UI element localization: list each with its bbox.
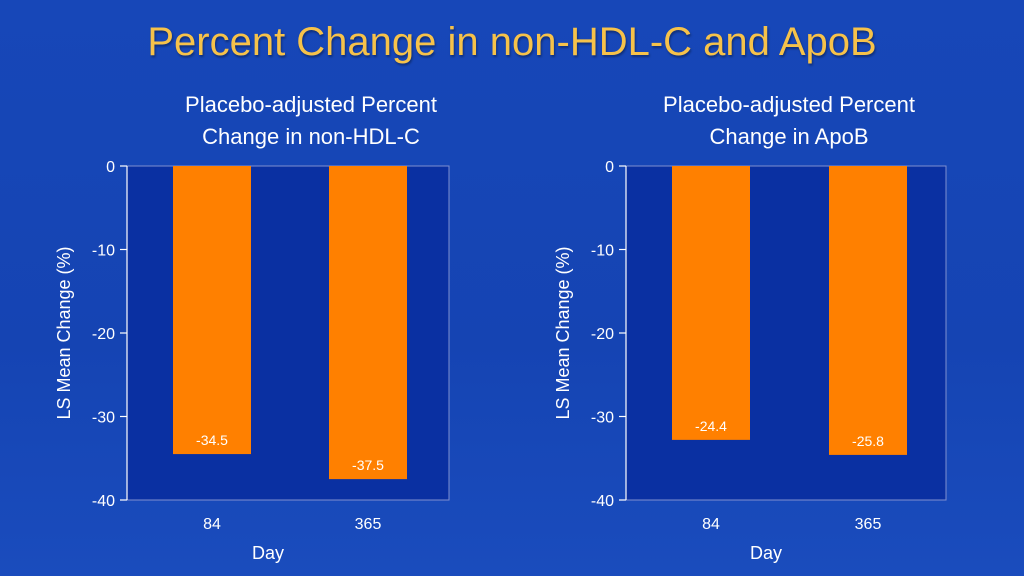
chart-1-ytick-label: -30 <box>92 410 115 427</box>
chart-1-data-label-84: -34.5 <box>196 432 228 448</box>
chart-2-bar-84 <box>672 166 750 440</box>
chart-1-title-line-2: Change in non-HDL-C <box>202 124 420 149</box>
chart-2-ytick-label: 0 <box>605 159 614 176</box>
chart-2-data-label-84: -24.4 <box>695 418 727 434</box>
chart-1-ytick-label: -40 <box>92 493 115 510</box>
chart-1-x-category-84: 84 <box>203 516 221 533</box>
chart-2-x-axis-label: Day <box>750 543 782 563</box>
chart-2-ytick-label: -20 <box>591 326 614 343</box>
chart-1-y-axis-label: LS Mean Change (%) <box>54 246 74 419</box>
chart-1-x-axis-label: Day <box>252 543 284 563</box>
chart-2-ytick-label: -40 <box>591 493 614 510</box>
chart-1-bar-365 <box>329 166 407 480</box>
chart-1-ytick-label: 0 <box>106 159 115 176</box>
chart-2-y-axis-label: LS Mean Change (%) <box>553 246 573 419</box>
chart-2-x-category-365: 365 <box>855 516 882 533</box>
chart-2-x-category-84: 84 <box>702 516 720 533</box>
chart-2-data-label-365: -25.8 <box>852 433 884 449</box>
chart-2-ytick-label: -30 <box>591 410 614 427</box>
chart-1-bar-84 <box>173 166 251 455</box>
chart-2-title-line-2: Change in ApoB <box>709 124 868 149</box>
chart-1-x-category-365: 365 <box>355 516 382 533</box>
chart-1-data-label-365: -37.5 <box>352 457 384 473</box>
chart-2-title-line-1: Placebo-adjusted Percent <box>663 92 915 117</box>
chart-1-ytick-label: -10 <box>92 243 115 260</box>
chart-1-title-line-1: Placebo-adjusted Percent <box>185 92 437 117</box>
chart-2-ytick-label: -10 <box>591 243 614 260</box>
chart-1-ytick-label: -20 <box>92 326 115 343</box>
slide-title: Percent Change in non-HDL-C and ApoB <box>147 20 877 64</box>
chart-2-bar-365 <box>829 166 907 455</box>
